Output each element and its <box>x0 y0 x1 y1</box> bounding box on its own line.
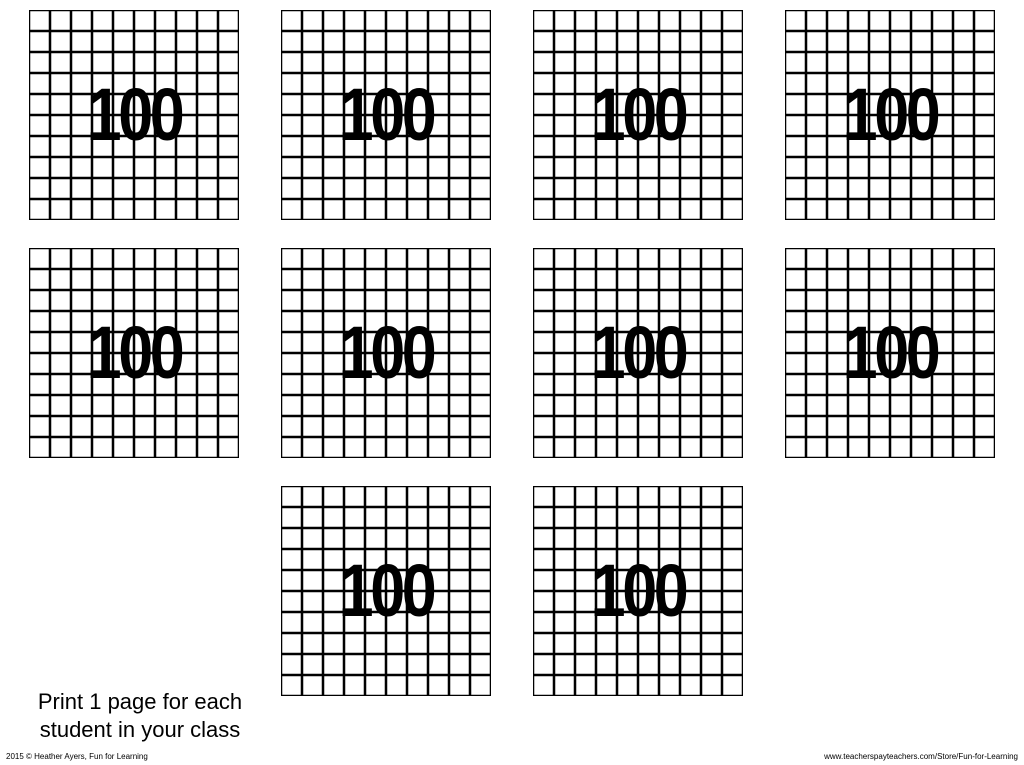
card-label: 100 <box>339 554 434 628</box>
card-label: 100 <box>339 316 434 390</box>
hundred-card: 100 <box>533 10 743 220</box>
hundred-card: 100 <box>281 486 491 696</box>
hundred-card: 100 <box>281 248 491 458</box>
card-label: 100 <box>843 78 938 152</box>
footer-copyright: 2015 © Heather Ayers, Fun for Learning <box>6 752 148 761</box>
card-row: 100 100 100 100 <box>29 10 995 220</box>
hundred-card: 100 <box>29 248 239 458</box>
cards-container: 100 100 100 100 100 100 100 100 100 100 <box>0 0 1024 696</box>
hundred-card: 100 <box>533 486 743 696</box>
card-label: 100 <box>591 316 686 390</box>
hundred-card: 100 <box>281 10 491 220</box>
card-label: 100 <box>591 554 686 628</box>
card-label: 100 <box>87 316 182 390</box>
hundred-card: 100 <box>29 10 239 220</box>
card-label: 100 <box>843 316 938 390</box>
card-label: 100 <box>591 78 686 152</box>
hundred-card: 100 <box>785 248 995 458</box>
card-label: 100 <box>87 78 182 152</box>
footer-url: www.teacherspayteachers.com/Store/Fun-fo… <box>824 752 1018 761</box>
hundred-card: 100 <box>785 10 995 220</box>
card-row: 100 100 <box>281 486 743 696</box>
print-instruction: Print 1 page for each student in your cl… <box>10 688 270 743</box>
card-row: 100 100 100 100 <box>29 248 995 458</box>
card-label: 100 <box>339 78 434 152</box>
hundred-card: 100 <box>533 248 743 458</box>
